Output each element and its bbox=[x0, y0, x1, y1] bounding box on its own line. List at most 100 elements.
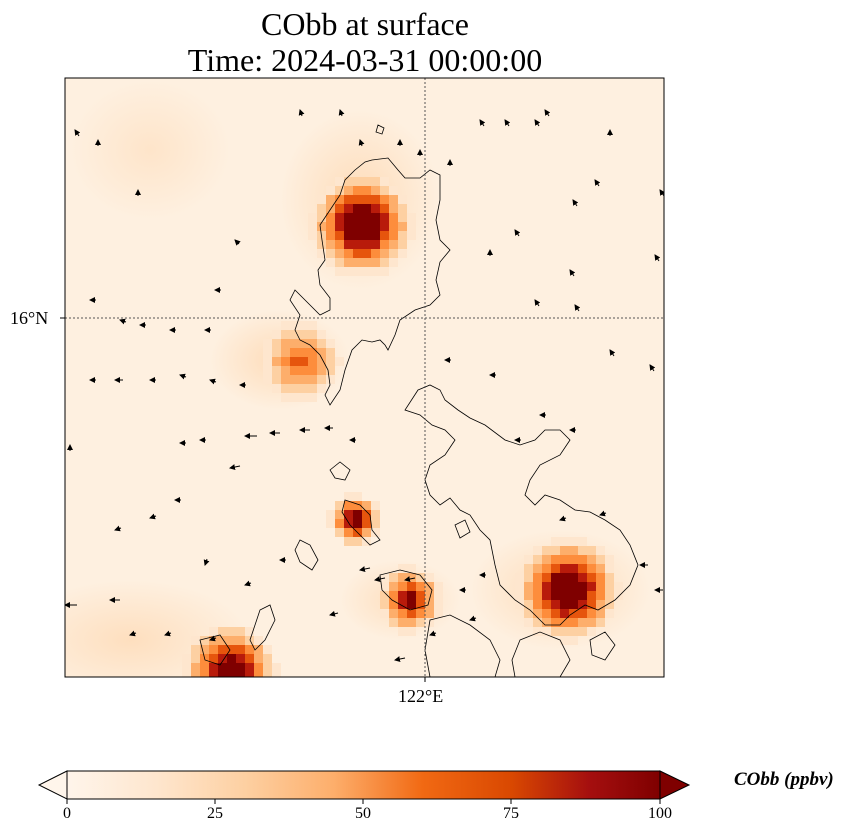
concentration-cell bbox=[272, 366, 281, 375]
concentration-cell bbox=[560, 537, 569, 546]
concentration-cell bbox=[380, 609, 389, 618]
concentration-cell bbox=[371, 501, 380, 510]
concentration-cell bbox=[362, 195, 371, 204]
concentration-cell bbox=[344, 177, 353, 186]
concentration-cell bbox=[272, 384, 281, 393]
concentration-cell bbox=[317, 384, 326, 393]
concentration-cell bbox=[281, 348, 290, 357]
concentration-cell bbox=[542, 564, 551, 573]
concentration-cell bbox=[371, 510, 380, 519]
concentration-cell bbox=[434, 609, 443, 618]
colorbar-tick-label: 0 bbox=[63, 805, 71, 822]
concentration-cell bbox=[524, 609, 533, 618]
concentration-cell bbox=[317, 249, 326, 258]
concentration-cell bbox=[353, 258, 362, 267]
wind-arrow bbox=[574, 304, 581, 312]
wind-arrow bbox=[569, 269, 576, 277]
concentration-cell bbox=[344, 267, 353, 276]
concentration-cell bbox=[389, 609, 398, 618]
concentration-cell bbox=[380, 591, 389, 600]
concentration-cell bbox=[380, 177, 389, 186]
concentration-cell bbox=[389, 600, 398, 609]
concentration-cell bbox=[308, 348, 317, 357]
concentration-cell bbox=[344, 519, 353, 528]
concentration-cell bbox=[398, 609, 407, 618]
concentration-cell bbox=[407, 591, 416, 600]
concentration-cell bbox=[569, 627, 578, 636]
concentration-cell bbox=[371, 267, 380, 276]
wind-arrow bbox=[298, 109, 305, 117]
concentration-cell bbox=[569, 555, 578, 564]
concentration-cell bbox=[380, 600, 389, 609]
concentration-cell bbox=[371, 528, 380, 537]
concentration-cell bbox=[317, 330, 326, 339]
concentration-cell bbox=[344, 186, 353, 195]
concentration-cell bbox=[263, 357, 272, 366]
concentration-cell bbox=[578, 573, 587, 582]
concentration-cell bbox=[380, 231, 389, 240]
colorbar-ticks bbox=[66, 799, 661, 804]
concentration-cell bbox=[236, 627, 245, 636]
concentration-cell bbox=[578, 600, 587, 609]
concentration-cell bbox=[371, 519, 380, 528]
concentration-cell bbox=[281, 357, 290, 366]
concentration-cell bbox=[587, 582, 596, 591]
concentration-cell bbox=[380, 240, 389, 249]
concentration-cell bbox=[524, 582, 533, 591]
concentration-cell bbox=[362, 213, 371, 222]
concentration-cell bbox=[407, 582, 416, 591]
concentration-cell bbox=[389, 240, 398, 249]
concentration-cell bbox=[596, 618, 605, 627]
wind-arrow bbox=[119, 318, 127, 325]
concentration-cell bbox=[245, 654, 254, 663]
concentration-cell bbox=[326, 357, 335, 366]
concentration-cell bbox=[335, 249, 344, 258]
concentration-cell bbox=[605, 582, 614, 591]
concentration-cell bbox=[344, 492, 353, 501]
concentration-cell bbox=[362, 222, 371, 231]
concentration-cell bbox=[380, 204, 389, 213]
concentration-cell bbox=[371, 231, 380, 240]
concentration-cell bbox=[344, 240, 353, 249]
concentration-cell bbox=[362, 231, 371, 240]
concentration-cell bbox=[371, 222, 380, 231]
concentration-cell bbox=[272, 375, 281, 384]
concentration-cell bbox=[290, 321, 299, 330]
concentration-cell bbox=[533, 591, 542, 600]
concentration-cell bbox=[578, 582, 587, 591]
concentration-cell bbox=[335, 357, 344, 366]
wind-vectors bbox=[65, 109, 664, 662]
concentration-cell bbox=[218, 663, 227, 672]
concentration-cell bbox=[596, 591, 605, 600]
concentration-cell bbox=[551, 591, 560, 600]
concentration-cell bbox=[290, 330, 299, 339]
concentration-cell bbox=[533, 546, 542, 555]
concentration-cell bbox=[389, 231, 398, 240]
concentration-cell bbox=[578, 627, 587, 636]
concentration-cell bbox=[335, 501, 344, 510]
concentration-cell bbox=[344, 213, 353, 222]
concentration-cell bbox=[209, 627, 218, 636]
concentration-cell bbox=[182, 663, 191, 672]
wind-arrow bbox=[209, 378, 217, 385]
concentration-cell bbox=[398, 204, 407, 213]
concentration-cell bbox=[515, 573, 524, 582]
concentration-cell bbox=[335, 213, 344, 222]
concentration-cell bbox=[353, 195, 362, 204]
concentration-cell bbox=[254, 654, 263, 663]
concentration-cell bbox=[317, 195, 326, 204]
concentration-cell bbox=[407, 564, 416, 573]
concentration-cell bbox=[353, 222, 362, 231]
concentration-cell bbox=[416, 573, 425, 582]
concentration-cell bbox=[263, 366, 272, 375]
concentration-cell bbox=[398, 564, 407, 573]
concentration-cell bbox=[353, 186, 362, 195]
concentration-cell bbox=[416, 609, 425, 618]
concentration-cell bbox=[533, 564, 542, 573]
concentration-cell bbox=[335, 222, 344, 231]
wind-arrow bbox=[244, 580, 252, 587]
wind-arrow bbox=[234, 239, 241, 246]
concentration-cell bbox=[560, 573, 569, 582]
concentration-cell bbox=[542, 627, 551, 636]
concentration-cell bbox=[407, 627, 416, 636]
